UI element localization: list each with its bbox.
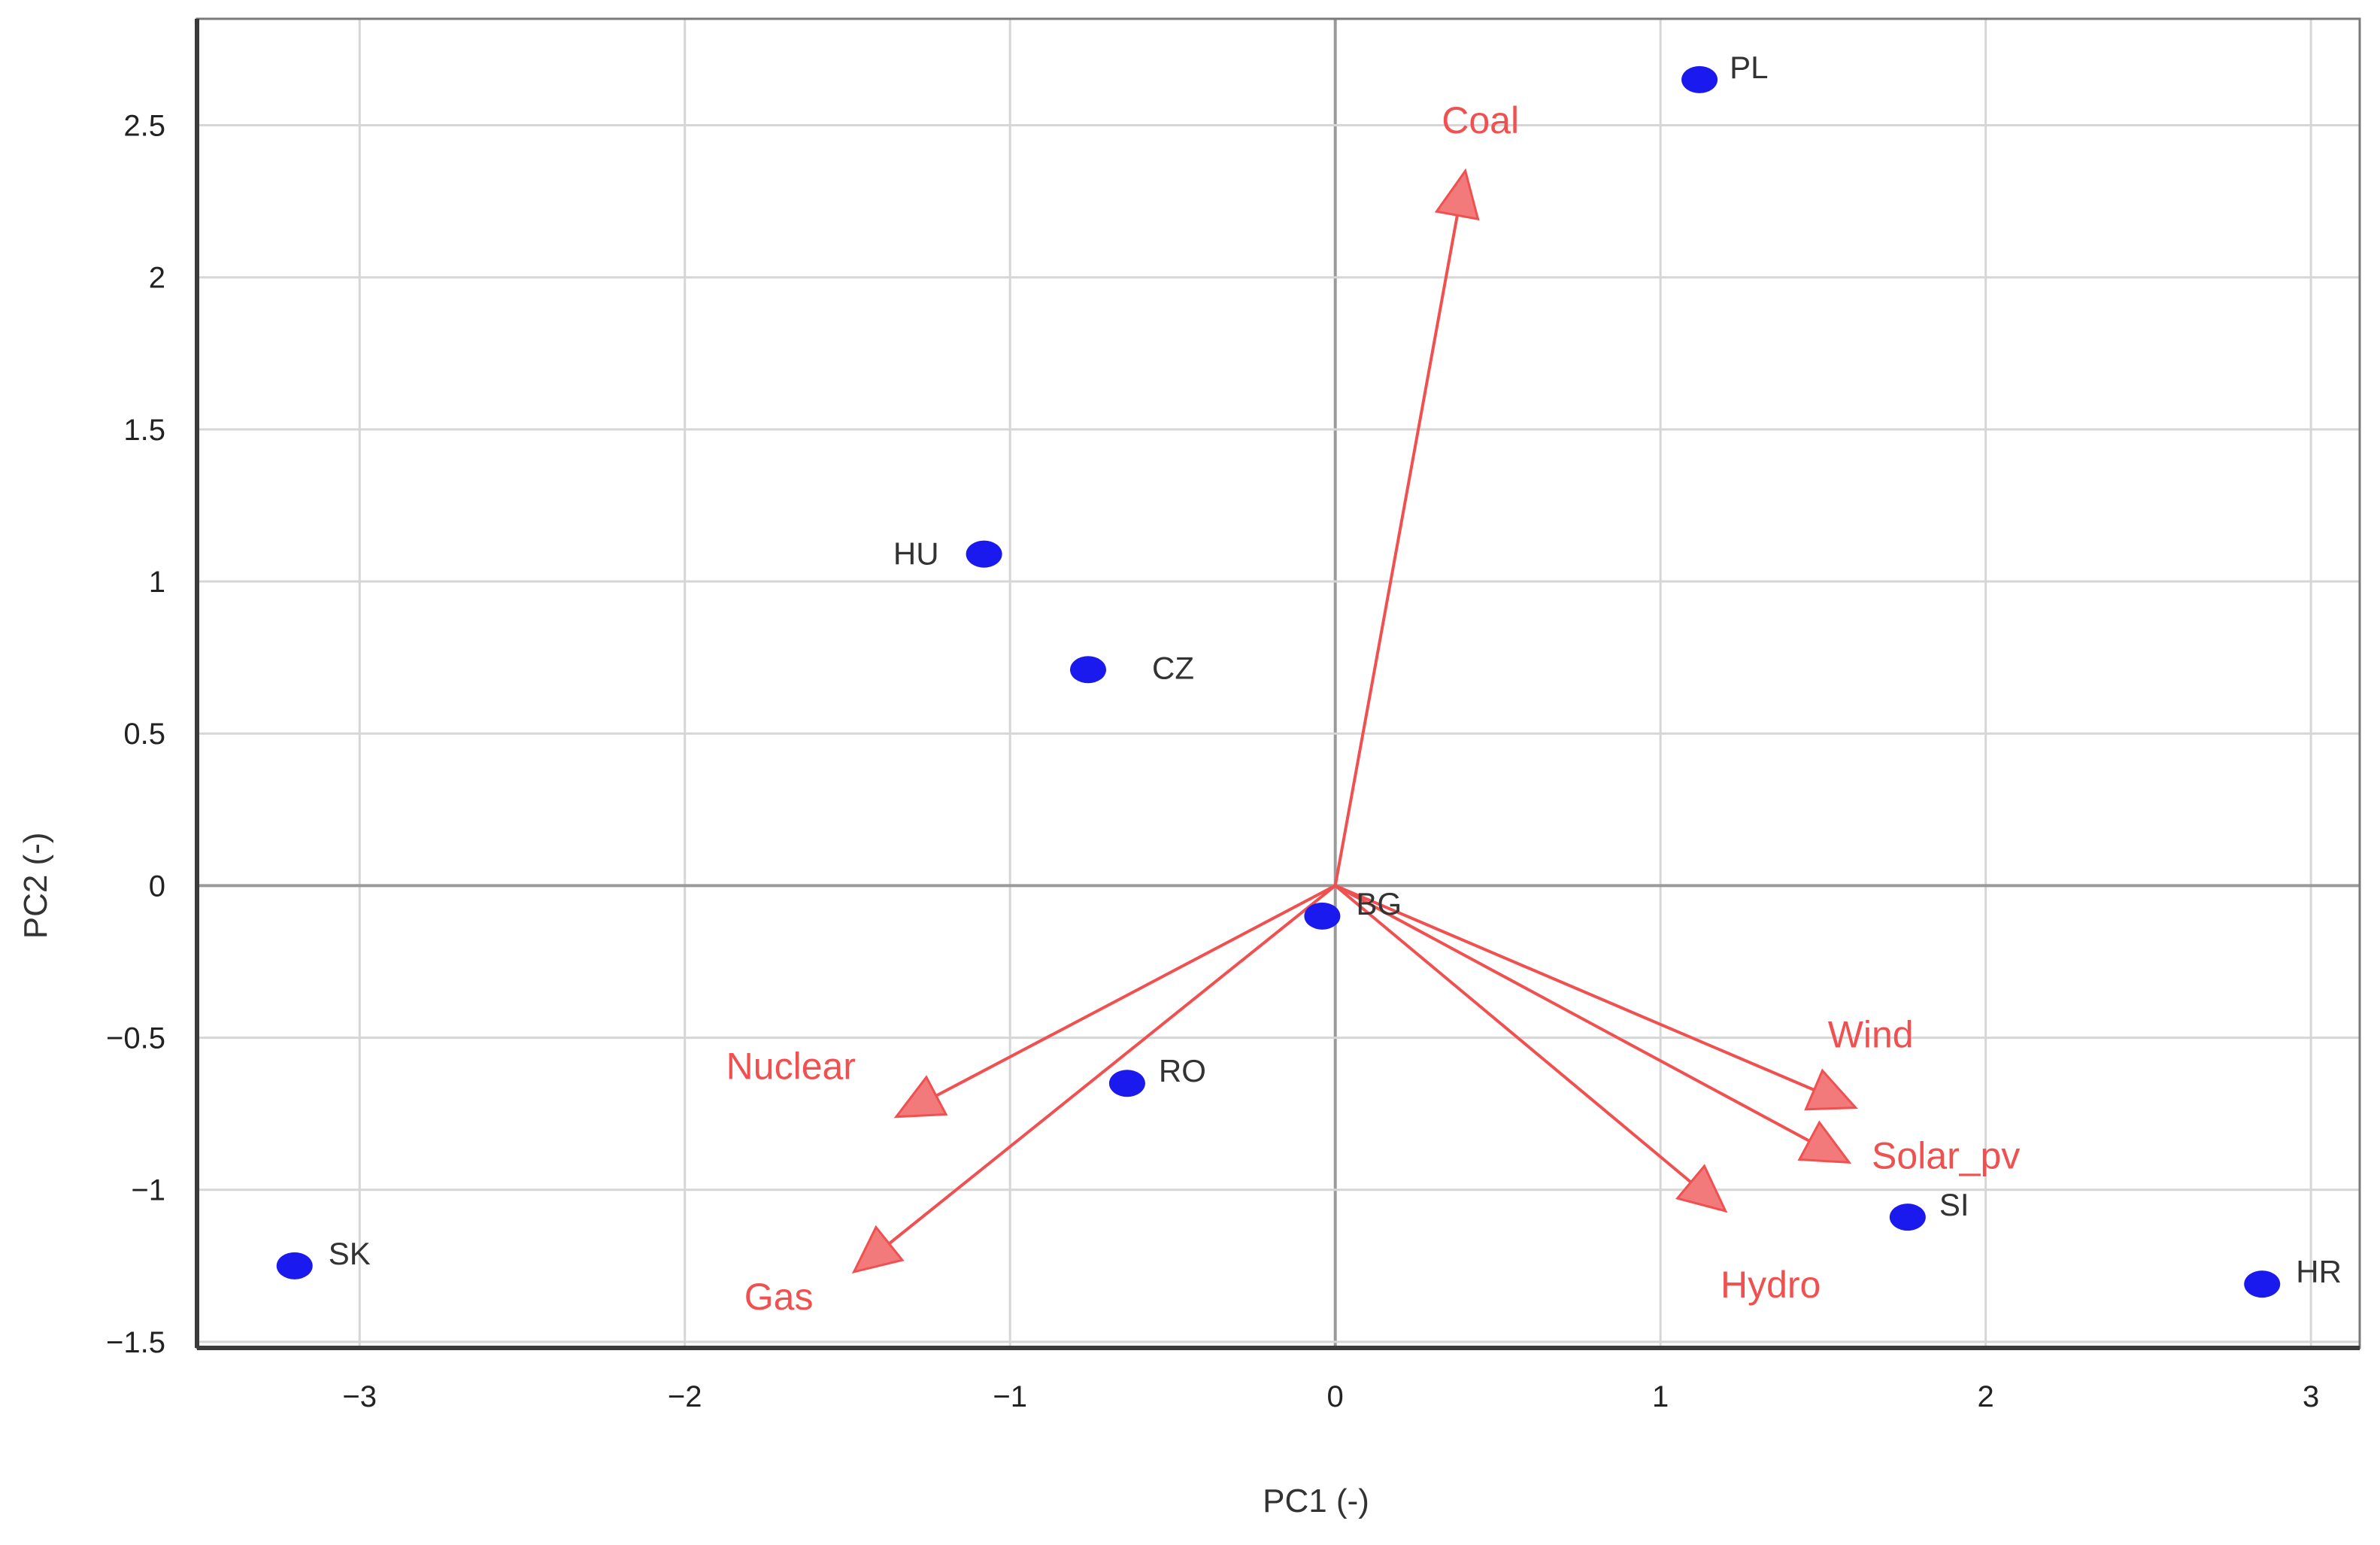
x-tick-label: 2 (1978, 1380, 1994, 1413)
y-tick-label: 2.5 (123, 110, 165, 143)
x-tick-label: 1 (1652, 1380, 1669, 1413)
loading-label: Solar_pv (1872, 1134, 2020, 1176)
tick-labels: −3 −2 −1 0 1 2 3 −1.5 −1 −0.5 0 0.5 1 1.5 2 2.5 (106, 110, 2319, 1413)
score-point (1304, 902, 1341, 930)
score-point-label: RO (1159, 1053, 1206, 1088)
loading-arrow-head (1675, 1164, 1728, 1213)
score-point (1108, 1070, 1145, 1097)
loading-label: Wind (1828, 1014, 1914, 1056)
y-tick-label: −0.5 (106, 1022, 165, 1055)
loading-arrow-head (1434, 168, 1480, 221)
score-point (1681, 65, 1718, 93)
x-axis-title: PC1 (-) (1263, 1483, 1369, 1519)
score-point (1069, 656, 1106, 684)
score-point-label: HR (2296, 1254, 2342, 1289)
y-tick-label: −1.5 (106, 1326, 165, 1359)
score-points: PL HU CZ BG RO SK SI HR (276, 50, 2342, 1298)
loading-arrow-head (1804, 1068, 1858, 1111)
score-point-label: PL (1730, 50, 1768, 85)
loading-arrow-shaft (888, 884, 1336, 1245)
y-tick-label: 2 (149, 262, 165, 295)
loading-arrow-shaft (1334, 884, 1815, 1091)
loading-arrow-head (893, 1075, 948, 1119)
loading-arrows: Coal Nuclear Gas Wind Solar_pv Hydro (726, 99, 2021, 1318)
loading-label: Hydro (1721, 1264, 1821, 1306)
y-tick-label: 1 (149, 566, 165, 599)
plot-frame (196, 17, 2361, 1349)
loading-arrow-shaft (1334, 884, 1811, 1143)
score-point-label: BG (1356, 886, 1402, 921)
x-tick-label: 0 (1327, 1380, 1344, 1413)
score-point-label: SI (1939, 1187, 1969, 1222)
x-tick-label: −3 (342, 1380, 377, 1413)
x-tick-label: −1 (993, 1380, 1027, 1413)
y-tick-label: 0 (149, 870, 165, 903)
y-tick-label: −1 (131, 1174, 165, 1207)
loading-arrow-shaft (1333, 214, 1459, 886)
x-tick-label: 3 (2303, 1380, 2319, 1413)
score-point-label: CZ (1152, 650, 1194, 685)
score-point (966, 540, 1002, 568)
score-point (1889, 1204, 1926, 1231)
loading-arrow-shaft (1334, 884, 1692, 1184)
y-tick-label: 0.5 (123, 718, 165, 751)
loading-arrow-head (851, 1225, 905, 1274)
score-point-label: HU (893, 536, 939, 572)
score-point (2244, 1270, 2281, 1298)
loading-arrow-head (1797, 1120, 1852, 1164)
score-point-label: SK (329, 1236, 371, 1271)
y-axis-title: PC2 (-) (17, 833, 54, 939)
loading-arrow-shaft (935, 884, 1336, 1097)
score-point (276, 1252, 313, 1279)
loading-label: Gas (744, 1276, 814, 1318)
grid-lines (197, 19, 2360, 1348)
axes (195, 17, 2361, 1350)
loading-label: Coal (1442, 99, 1519, 141)
y-tick-label: 1.5 (123, 414, 165, 447)
loading-label: Nuclear (726, 1046, 856, 1088)
x-tick-label: −2 (668, 1380, 702, 1413)
